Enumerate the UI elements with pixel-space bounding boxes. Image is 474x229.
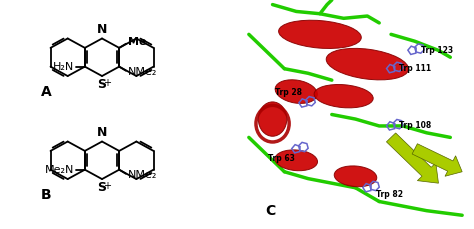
Text: Trp 63: Trp 63 (268, 153, 295, 163)
Text: Trp 82: Trp 82 (375, 190, 402, 199)
Ellipse shape (275, 80, 318, 104)
Text: B: B (41, 188, 51, 202)
Text: A: A (41, 85, 51, 99)
Text: NMe₂: NMe₂ (128, 170, 157, 180)
Text: H₂N: H₂N (53, 62, 74, 72)
Text: N: N (97, 23, 107, 36)
Text: Me: Me (128, 37, 146, 47)
Ellipse shape (326, 48, 409, 80)
Text: NMe₂: NMe₂ (128, 67, 157, 77)
Text: S: S (98, 78, 107, 91)
Text: Me₂N: Me₂N (45, 165, 74, 175)
Text: Trp 108: Trp 108 (399, 121, 432, 131)
Text: Trp 111: Trp 111 (399, 64, 431, 73)
Text: +: + (103, 78, 111, 88)
Text: Trp 28: Trp 28 (275, 88, 302, 97)
Text: N: N (97, 126, 107, 139)
Polygon shape (412, 144, 462, 176)
Polygon shape (386, 133, 438, 183)
Ellipse shape (279, 20, 361, 49)
Ellipse shape (334, 166, 377, 187)
Text: S: S (98, 181, 107, 194)
Text: C: C (265, 204, 276, 218)
Ellipse shape (314, 85, 373, 108)
Ellipse shape (258, 102, 287, 136)
Text: Trp 123: Trp 123 (421, 46, 453, 55)
Text: +: + (103, 181, 111, 191)
Ellipse shape (275, 150, 318, 171)
